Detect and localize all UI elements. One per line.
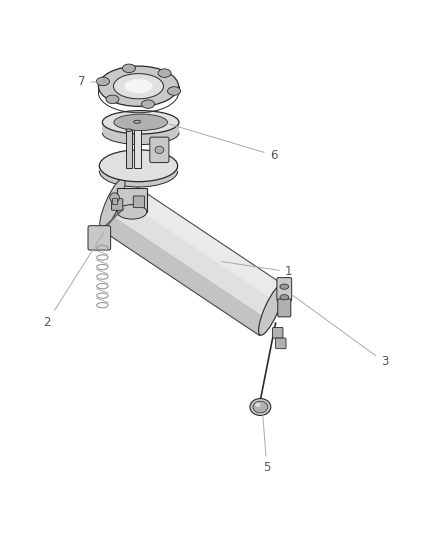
Bar: [126, 130, 132, 168]
Bar: [117, 188, 147, 212]
Ellipse shape: [117, 205, 147, 219]
Ellipse shape: [126, 129, 132, 132]
Ellipse shape: [250, 399, 271, 416]
FancyBboxPatch shape: [272, 327, 283, 338]
FancyBboxPatch shape: [88, 225, 111, 250]
Polygon shape: [101, 179, 283, 336]
Ellipse shape: [158, 69, 171, 77]
Polygon shape: [117, 179, 283, 301]
Ellipse shape: [106, 95, 119, 103]
Ellipse shape: [100, 179, 125, 229]
Ellipse shape: [124, 79, 152, 93]
FancyBboxPatch shape: [133, 196, 145, 208]
Ellipse shape: [123, 64, 135, 72]
Polygon shape: [99, 166, 178, 171]
Ellipse shape: [134, 120, 141, 123]
Text: 7: 7: [78, 76, 107, 88]
Ellipse shape: [99, 66, 179, 107]
Ellipse shape: [258, 285, 284, 335]
Ellipse shape: [102, 121, 179, 144]
Ellipse shape: [155, 146, 164, 154]
Text: 2: 2: [43, 233, 103, 329]
FancyBboxPatch shape: [278, 299, 291, 317]
Ellipse shape: [280, 284, 289, 289]
Ellipse shape: [102, 111, 179, 134]
Ellipse shape: [253, 401, 268, 413]
Text: 5: 5: [263, 414, 271, 474]
Text: 1: 1: [222, 262, 293, 278]
Text: 6: 6: [170, 124, 277, 161]
Ellipse shape: [280, 295, 289, 300]
FancyBboxPatch shape: [277, 278, 292, 301]
Text: 3: 3: [292, 295, 388, 368]
Ellipse shape: [113, 74, 163, 99]
Ellipse shape: [255, 403, 260, 407]
Ellipse shape: [141, 100, 155, 108]
Ellipse shape: [96, 77, 110, 86]
Bar: [134, 122, 141, 168]
Ellipse shape: [114, 114, 167, 131]
Bar: [112, 198, 117, 204]
FancyBboxPatch shape: [112, 199, 123, 211]
Ellipse shape: [99, 150, 178, 182]
Ellipse shape: [99, 155, 178, 187]
FancyBboxPatch shape: [150, 137, 169, 163]
FancyBboxPatch shape: [276, 338, 286, 349]
Polygon shape: [102, 122, 179, 133]
Polygon shape: [101, 213, 267, 336]
Ellipse shape: [168, 87, 180, 95]
Ellipse shape: [110, 193, 119, 203]
